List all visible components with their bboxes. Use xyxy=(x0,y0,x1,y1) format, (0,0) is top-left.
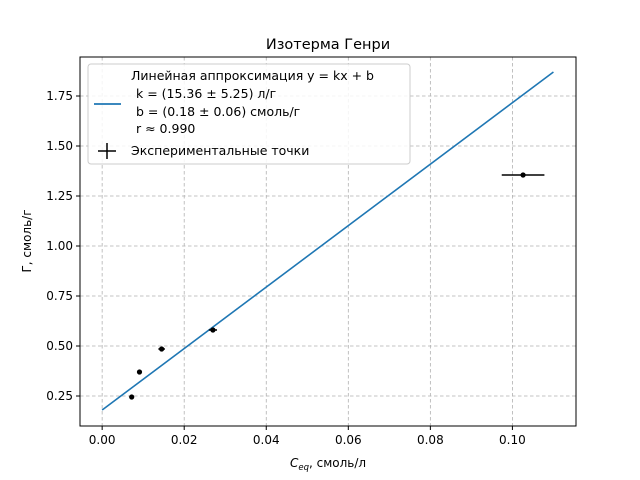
data-point xyxy=(136,369,143,375)
point-marker xyxy=(159,346,165,352)
y-tick-label: 1.75 xyxy=(46,89,73,103)
chart-title: Изотерма Генри xyxy=(266,37,390,53)
x-tick-label: 0.08 xyxy=(417,433,444,447)
legend-fit-k: k = (15.36 ± 5.25) л/г xyxy=(136,86,276,101)
legend-fit-r: r ≈ 0.990 xyxy=(136,121,195,136)
y-tick-label: 1.25 xyxy=(46,189,73,203)
y-axis-title: Г, смоль/г xyxy=(20,209,34,272)
x-axis-title: Ceq, смоль/л xyxy=(290,456,366,473)
legend: Линейная аппроксимация y = kx + b k = (1… xyxy=(87,63,411,165)
x-tick-label: 0.04 xyxy=(253,433,280,447)
y-tick-label: 0.25 xyxy=(46,389,73,403)
point-marker xyxy=(210,327,216,333)
x-tick-label: 0.00 xyxy=(89,433,116,447)
y-tick-label: 0.75 xyxy=(46,289,73,303)
y-tick-label: 1.50 xyxy=(46,139,73,153)
fit-line xyxy=(101,71,554,411)
x-axis: 0.00 0.02 0.04 0.06 0.08 0.10 xyxy=(89,426,526,447)
point-marker xyxy=(520,172,526,178)
y-axis: 0.25 0.50 0.75 1.00 1.25 1.50 1.75 xyxy=(46,89,80,403)
axes-frame xyxy=(79,56,577,427)
legend-points-swatch xyxy=(98,143,116,159)
x-tick-label: 0.06 xyxy=(335,433,362,447)
x-tick-label: 0.02 xyxy=(171,433,198,447)
x-tick-label: 0.10 xyxy=(499,433,526,447)
legend-points-label: Экспериментальные точки xyxy=(131,143,309,158)
point-marker xyxy=(136,369,143,375)
legend-fit-b: b = (0.18 ± 0.06) смоль/г xyxy=(136,104,300,119)
data-point xyxy=(501,172,545,178)
data-point xyxy=(208,327,218,333)
data-point xyxy=(158,346,165,352)
point-marker xyxy=(129,394,135,400)
legend-fit-line-label: Линейная аппроксимация y = kx + b xyxy=(131,68,374,83)
plot-area xyxy=(101,71,554,411)
y-tick-label: 0.50 xyxy=(46,339,73,353)
data-point xyxy=(129,394,135,400)
legend-box xyxy=(87,63,411,165)
y-tick-label: 1.00 xyxy=(46,239,73,253)
